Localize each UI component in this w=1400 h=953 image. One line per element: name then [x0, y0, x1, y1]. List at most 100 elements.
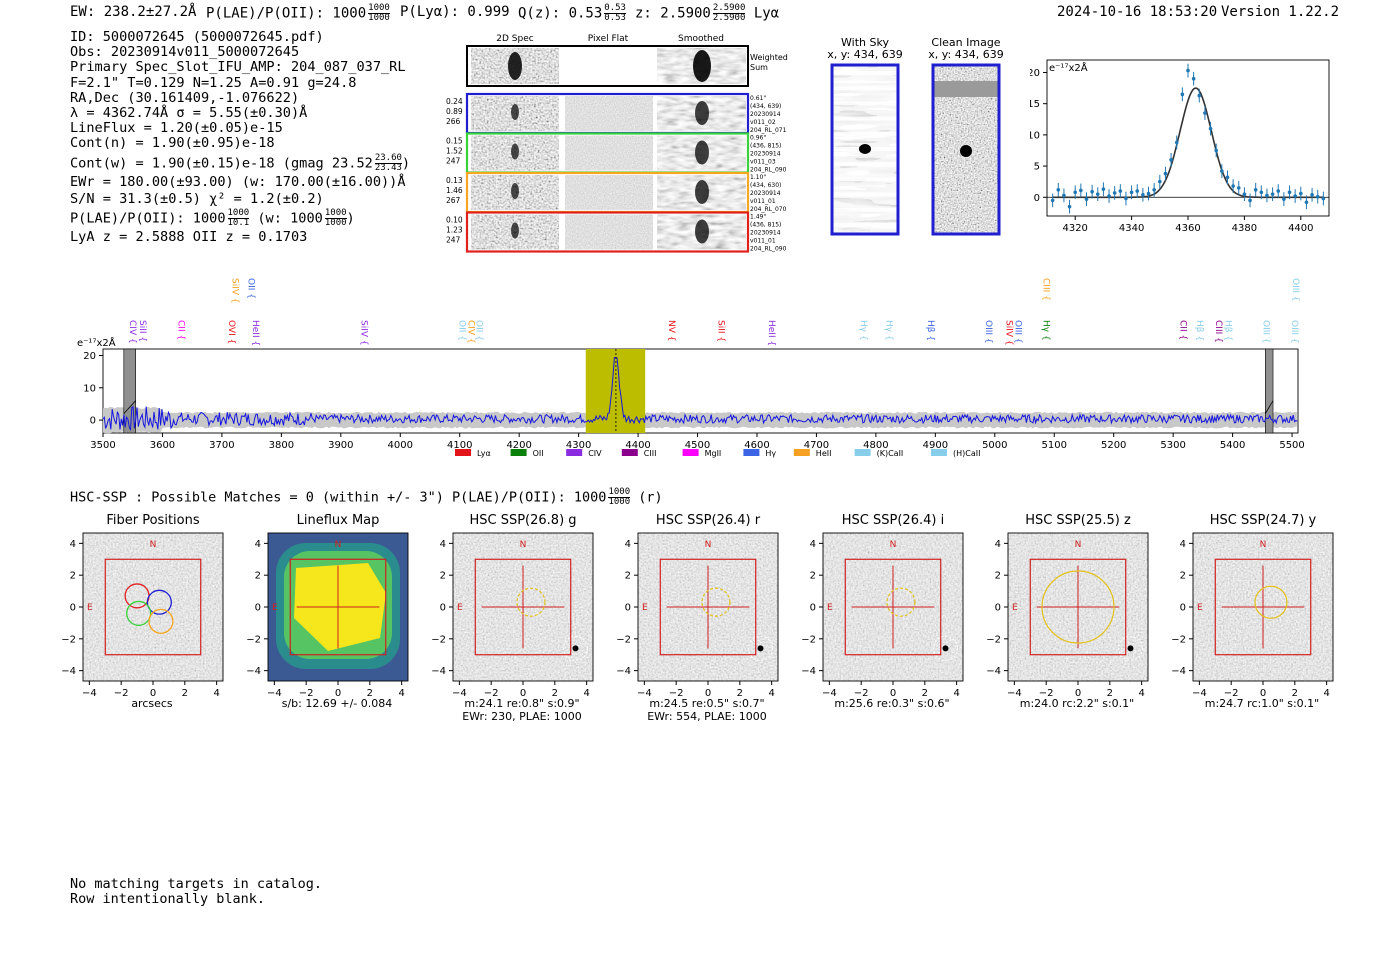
weighted-sum-label-2: Sum: [750, 63, 768, 72]
hsc-xtick-label: 4: [953, 688, 959, 699]
fit-data-point: [1231, 184, 1235, 188]
cutout-row-left-label: 247: [446, 157, 461, 166]
header-qz-lo: 0.53: [604, 13, 626, 23]
spectrum-line-label: HeII {: [766, 320, 776, 346]
spectrum-line-label: OII {: [473, 320, 483, 341]
hsc-xtick-label: 0: [1260, 688, 1266, 699]
hsc-image-noise: [83, 533, 223, 681]
info-plae-hi: 1000: [227, 208, 250, 220]
fit-data-point: [1208, 126, 1213, 131]
spectrum-frame: [102, 348, 1299, 434]
spectrum-masked-band: [123, 348, 136, 434]
fit-data-point: [1050, 198, 1055, 203]
hsc-ytick-label: 2: [810, 571, 816, 582]
fit-data-point: [1287, 190, 1292, 195]
hsc-xtick-label: −2: [484, 688, 499, 699]
hsc-ytick-label: 0: [255, 603, 261, 614]
fiber-circle: [146, 589, 172, 615]
spectrum-line-label: OII {: [246, 278, 256, 299]
hsc-caption-line: EWr: 230, PLAE: 1000: [462, 710, 582, 723]
info-gmag-hi: 23.60: [374, 152, 402, 164]
fit-data-point: [1315, 194, 1320, 199]
with-sky-title: With Sky x, y: 434, 639: [785, 37, 945, 61]
legend-swatch: [510, 449, 527, 456]
cutout-row-right-label: 204_RL_070: [750, 206, 787, 213]
fit-data-point: [1107, 194, 1111, 198]
cutout-row-right-label: v011_01: [750, 238, 776, 245]
spectrum-line-label: OIII {: [1013, 320, 1023, 344]
hsc-xtick-label: 0: [705, 688, 711, 699]
legend-swatch: [854, 449, 871, 456]
fit-data-point: [1152, 187, 1156, 192]
hsc-ytick-label: 2: [255, 571, 261, 582]
header-datetime: 2024-10-16 18:53:20: [1057, 4, 1218, 20]
hsc-xtick-label: 2: [182, 688, 188, 699]
fit-data-point: [1242, 192, 1247, 196]
fit-data-point: [1118, 189, 1123, 193]
nearby-source-core: [572, 645, 579, 652]
hsc-panel-caption: arcsecs: [62, 697, 242, 710]
hsc-panel-title: HSC SSP(26.8) g: [469, 513, 577, 528]
spectrum-line-label: SiIV {: [359, 320, 369, 346]
fiber-circle: [126, 600, 152, 626]
aperture-ellipse: [516, 587, 546, 617]
cutout-row-right-label: 0.61": [750, 95, 766, 102]
east-label: E: [1012, 603, 1018, 613]
clean-image-coords: x, y: 434, 639: [928, 48, 1004, 61]
cutout-row-left-label: 0.10: [446, 216, 463, 225]
spectrum-line-label: CII {: [176, 320, 186, 340]
hsc-ytick-label: 0: [625, 603, 631, 614]
spectrum-xtick-label: 4700: [804, 440, 829, 451]
nearby-source-core: [757, 645, 764, 652]
info-params: F=2.1" T=0.129 N=1.25 A=0.91 g=24.8: [70, 74, 357, 91]
fit-data-point: [1236, 186, 1241, 190]
spectrum-ytick-label: 10: [83, 383, 96, 394]
hsc-ytick-label: 4: [70, 539, 76, 550]
col-title-smoothed: Smoothed: [678, 34, 724, 44]
spectrum-xtick-label: 3500: [90, 440, 115, 451]
hsc-caption-line: arcsecs: [131, 697, 173, 710]
hsc-ytick-label: −4: [986, 666, 1001, 677]
north-label: N: [890, 540, 897, 550]
cutout-row-right-label: 20230914: [750, 111, 781, 118]
spectrum-line-label: Hγ {: [1041, 320, 1051, 341]
spectrum-xtick-label: 3800: [269, 440, 294, 451]
hsc-xtick-label: −4: [1007, 688, 1022, 699]
hsc-panel-caption: s/b: 12.69 +/- 0.084: [247, 697, 427, 710]
header-plae-frac: 1000 1000: [368, 4, 390, 23]
legend-swatch: [743, 449, 760, 456]
hsc-xtick-label: −2: [114, 688, 129, 699]
search-box: [844, 558, 942, 656]
hsc-ytick-label: −2: [801, 634, 816, 645]
spectrum-line-label: CIII {: [1041, 278, 1051, 301]
cutout-row-left-label: 0.13: [446, 176, 463, 185]
fit-data-point: [1079, 188, 1083, 193]
hsc-xtick-label: 2: [1107, 688, 1113, 699]
spectrum-line-label: OVI {: [226, 320, 236, 344]
spectrum-unit: e⁻¹⁷x2Å: [77, 336, 116, 349]
header-version: Version 1.22.2: [1221, 4, 1340, 20]
fit-data-point: [1163, 171, 1168, 176]
spectrum-xtick-label: 4000: [388, 440, 413, 451]
cutout-row-left-label: 0.24: [446, 97, 463, 106]
hsc-panel-hsc: N E −4 −4 −2 −2 0 0 2 2 4 4: [986, 532, 1149, 699]
line-fit-frame: [1046, 59, 1330, 217]
spectrum-xtick-label: 5300: [1160, 440, 1185, 451]
cutout-row-right-label: 0.96": [750, 135, 766, 142]
fit-xtick-label: 4320: [1062, 223, 1087, 234]
nearby-source: [933, 635, 958, 661]
hsc-ytick-label: 0: [995, 603, 1001, 614]
nearby-source-core: [942, 645, 949, 652]
hsc-panel-title: Fiber Positions: [106, 513, 200, 528]
info-plae-w-end: ): [346, 210, 355, 227]
fit-data-point: [1220, 169, 1224, 173]
cutout-row-right-label: v011_01: [750, 198, 776, 205]
spectrum-line-label: HeII {: [250, 320, 260, 346]
spectrum-xtick-label: 4900: [923, 440, 948, 451]
fit-data-point: [1090, 189, 1094, 194]
legend-label: CIII: [644, 449, 657, 458]
info-contw-end: ): [401, 155, 411, 172]
info-plae-w: (w: 1000: [257, 210, 323, 227]
